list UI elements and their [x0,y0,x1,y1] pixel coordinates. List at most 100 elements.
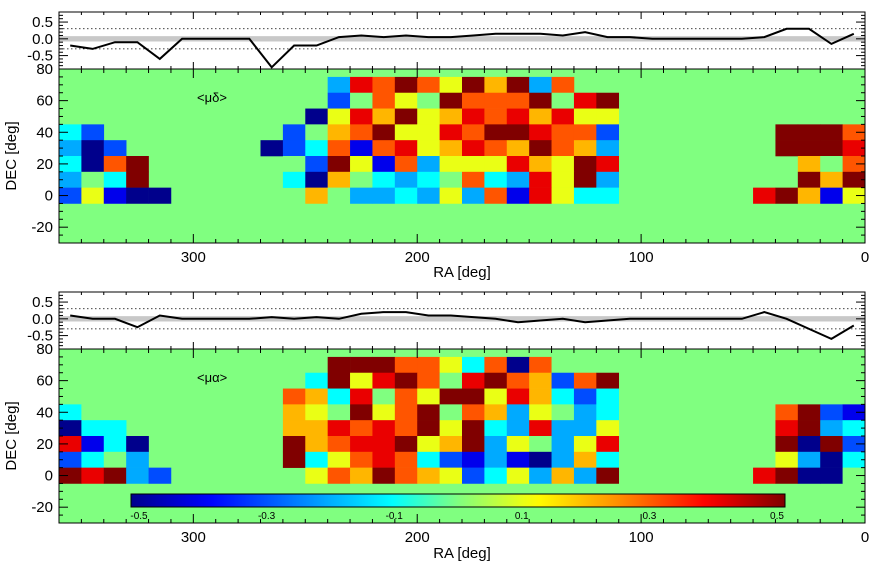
heatmap-cell [327,156,351,173]
heatmap-cell [394,76,418,94]
heatmap-cell [439,388,463,405]
heatmap-cell [484,187,508,204]
heatmap-cell [551,76,575,94]
heatmap-cell [260,140,284,157]
heatmap-cell [820,451,843,468]
heatmap-cell [842,404,866,421]
heatmap-cell [506,467,530,484]
heatmap-cell [506,451,530,468]
heatmap-cell [372,92,396,109]
heatmap-cell [797,124,821,141]
heatmap-cell [372,187,396,204]
heatmap-cell [350,156,373,173]
heatmap-cell [126,156,149,173]
x-tick-label: 300 [181,249,206,266]
heatmap-cell [394,108,418,125]
heatmap-cell [372,140,396,157]
heatmap-cell [282,451,306,468]
heatmap-cell [439,436,463,453]
heatmap-cell [350,187,373,204]
heatmap-cell [372,420,396,437]
heatmap-cell [394,404,418,421]
heatmap-cell [484,171,508,188]
heatmap-cell [282,156,306,173]
heatmap-cell [484,124,508,141]
heatmap-cell [551,187,575,204]
heatmap-cell [350,436,373,453]
heatmap-cell [81,420,105,437]
heatmap-cell [417,124,440,141]
heatmap-cell [305,388,328,405]
heatmap-cell [551,436,575,453]
heatmap-cell [126,451,149,468]
heatmap-cell [820,140,843,157]
heatmap-cell [573,92,597,109]
heatmap-cell [327,140,351,157]
heatmap-cell [81,124,105,141]
heatmap-cell [305,124,328,141]
heatmap-cell [462,436,485,453]
heatmap-cell [439,76,463,94]
heatmap-cell [394,187,418,204]
heatmap-cell [529,140,552,157]
heatmap-cell [596,108,620,125]
heatmap-cell [372,76,396,94]
profile-band [59,316,865,322]
heatmap-cell [573,436,597,453]
heatmap-cell [529,467,552,484]
heatmap-cell [372,436,396,453]
heatmap-cell [506,436,530,453]
heatmap-cell [573,388,597,405]
heatmap-cell [797,436,821,453]
heatmap-cell [775,124,799,141]
heatmap-cell [797,140,821,157]
heatmap-cell [551,356,575,374]
heatmap-cell [529,171,552,188]
y-tick-label: 20 [36,436,53,453]
profile-line [70,311,855,341]
heatmap-cell [327,124,351,141]
profile-y-tick-label: 0.5 [32,14,53,31]
heatmap-cell [126,467,149,484]
heatmap-cell [775,187,799,204]
heatmap-cell [59,140,82,157]
heatmap-cell [462,187,485,204]
heatmap-cell [573,420,597,437]
heatmap-cell [484,140,508,157]
heatmap-cell [103,420,127,437]
heatmap-cell [282,404,306,421]
heatmap-cell [529,404,552,421]
colorbar-tick-label: -0.5 [130,511,148,522]
heatmap-cell [394,171,418,188]
heatmap-cell [529,76,552,94]
y-tick-label: 80 [36,61,53,78]
heatmap-cell [81,156,105,173]
heatmap-cell [327,467,351,484]
heatmap-cell [126,187,149,204]
heatmap-cell [462,404,485,421]
heatmap-cell [103,171,127,188]
x-axis-label: RA [deg] [433,264,491,281]
heatmap-cell [59,187,82,204]
heatmap-cell [327,388,351,405]
heatmap-cell [350,404,373,421]
colorbar-tick-label: -0.3 [258,511,276,522]
heatmap-cell [775,404,799,421]
heatmap-cell [484,356,508,374]
heatmap-cell [573,451,597,468]
heatmap-cell [596,171,620,188]
y-tick-label: 40 [36,404,53,421]
heatmap-cell [350,356,373,374]
heatmap-cell [439,124,463,141]
heatmap-cell [573,140,597,157]
profile-y-tick-label: -0.5 [27,48,53,65]
heatmap-cell [596,467,620,484]
heatmap-cell [596,404,620,421]
heatmap-cell [327,187,351,204]
heatmap-cell [484,451,508,468]
heatmap-cell [484,156,508,173]
heatmap-cell [282,388,306,405]
profile-y-tick-label: -0.5 [27,328,53,345]
heatmap-cell [596,156,620,173]
